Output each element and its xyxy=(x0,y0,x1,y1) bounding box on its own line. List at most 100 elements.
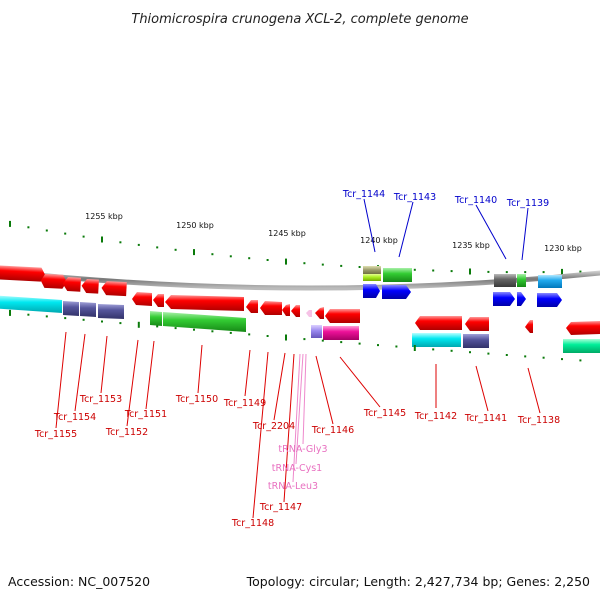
ruler-minor-dot xyxy=(45,229,48,232)
gene-block[interactable] xyxy=(311,325,322,338)
gene-block[interactable] xyxy=(517,274,526,287)
ruler-minor-dot xyxy=(229,255,232,258)
gene-block[interactable] xyxy=(163,312,246,332)
gene-block[interactable] xyxy=(494,274,516,287)
ruler-minor-dot xyxy=(64,232,67,235)
ruler-minor-dot xyxy=(340,341,343,344)
trna-label-cys1[interactable]: tRNA-Cys1 xyxy=(272,463,322,474)
ruler-major-tick xyxy=(137,321,140,328)
gene-label-tcr-1149[interactable]: Tcr_1149 xyxy=(223,398,266,409)
gene-arrow[interactable] xyxy=(81,279,99,294)
gene-label-tcr-1151[interactable]: Tcr_1151 xyxy=(124,409,167,420)
gene-block[interactable] xyxy=(463,334,489,348)
ruler-minor-dot xyxy=(27,226,30,229)
gene-block[interactable] xyxy=(363,266,381,274)
ruler-minor-dot xyxy=(377,344,379,347)
trna-label-leu3[interactable]: tRNA-Leu3 xyxy=(268,481,318,492)
gene-arrow[interactable] xyxy=(0,265,46,282)
ruler-minor-dot xyxy=(211,330,214,333)
ruler-major-tick xyxy=(193,249,195,256)
gene-block[interactable] xyxy=(98,304,124,319)
gene-arrow[interactable] xyxy=(165,295,244,311)
bottom-leaders xyxy=(55,331,541,519)
ruler-label-1250: 1250 kbp xyxy=(176,221,214,230)
ruler-minor-dot xyxy=(229,331,232,334)
gene-arrow[interactable] xyxy=(62,277,82,292)
ruler-major-tick xyxy=(469,268,471,275)
gene-label-tcr-1148[interactable]: Tcr_1148 xyxy=(231,518,274,529)
ruler-labels: 1255 kbp 1250 kbp 1245 kbp 1240 kbp 1235… xyxy=(85,212,582,253)
map-title: Thiomicrospira crunogena XCL-2, complete… xyxy=(131,12,468,27)
gene-label-tcr-1155[interactable]: Tcr_1155 xyxy=(34,429,77,440)
ruler-minor-dot xyxy=(266,259,269,261)
gene-arrow[interactable] xyxy=(101,281,127,297)
gene-label-tcr-2204[interactable]: Tcr_2204 xyxy=(252,421,295,432)
gene-block[interactable] xyxy=(0,295,62,313)
gene-arrow[interactable] xyxy=(465,317,489,331)
trna-marker[interactable] xyxy=(306,310,312,317)
gene-block[interactable] xyxy=(538,275,562,288)
gene-label-tcr-1153[interactable]: Tcr_1153 xyxy=(79,394,122,405)
ruler-major-tick xyxy=(413,345,416,351)
gene-arrow[interactable] xyxy=(260,301,282,315)
ruler-minor-dot xyxy=(395,345,398,348)
ruler-minor-dot xyxy=(469,351,471,354)
ruler-minor-dot xyxy=(211,253,214,256)
ruler-minor-dot xyxy=(358,266,361,268)
gene-label-tcr-1139[interactable]: Tcr_1139 xyxy=(506,198,549,209)
gene-arrow[interactable] xyxy=(566,321,600,335)
gene-arrow[interactable] xyxy=(246,300,258,313)
trna-leaders xyxy=(292,353,307,483)
gene-block[interactable] xyxy=(412,333,461,347)
gene-arrow[interactable] xyxy=(382,285,411,299)
gene-label-tcr-1142[interactable]: Tcr_1142 xyxy=(414,411,457,422)
ruler-minor-dot xyxy=(137,243,140,246)
ruler-minor-dot xyxy=(321,339,324,342)
ruler-minor-dot xyxy=(266,335,269,337)
ruler-minor-dot xyxy=(561,358,563,361)
gene-label-tcr-1147[interactable]: Tcr_1147 xyxy=(259,502,302,513)
gene-arrow[interactable] xyxy=(315,307,324,319)
accession-text: Accession: NC_007520 xyxy=(8,574,150,589)
ruler-minor-dot xyxy=(82,235,85,238)
ruler-minor-dot xyxy=(579,270,582,273)
gene-block[interactable] xyxy=(363,274,381,281)
gene-label-tcr-1150[interactable]: Tcr_1150 xyxy=(175,394,218,405)
ruler-major-tick xyxy=(285,334,287,341)
gene-block[interactable] xyxy=(63,301,79,316)
gene-block[interactable] xyxy=(383,268,412,282)
gene-block[interactable] xyxy=(563,339,600,353)
gene-label-tcr-1152[interactable]: Tcr_1152 xyxy=(105,427,148,438)
gene-block[interactable] xyxy=(150,311,162,326)
gene-arrow[interactable] xyxy=(525,320,533,333)
gene-arrow[interactable] xyxy=(325,309,360,323)
gene-arrow[interactable] xyxy=(40,273,67,289)
gene-block[interactable] xyxy=(323,326,359,340)
reverse-genes xyxy=(0,295,600,353)
gene-arrow[interactable] xyxy=(282,304,290,316)
gene-label-tcr-1144[interactable]: Tcr_1144 xyxy=(342,189,385,200)
ruler-minor-dot xyxy=(505,354,508,356)
gene-label-tcr-1146[interactable]: Tcr_1146 xyxy=(311,425,354,436)
gene-arrow[interactable] xyxy=(415,316,462,330)
gene-label-tcr-1138[interactable]: Tcr_1138 xyxy=(517,415,560,426)
ruler-label-1255: 1255 kbp xyxy=(85,212,123,221)
ruler-minor-dot xyxy=(413,268,416,271)
gene-arrow[interactable] xyxy=(132,292,152,306)
ruler-minor-dot xyxy=(487,270,490,273)
gene-label-tcr-1145[interactable]: Tcr_1145 xyxy=(363,408,406,419)
gene-arrow[interactable] xyxy=(537,293,562,307)
gene-arrow[interactable] xyxy=(363,284,380,298)
gene-arrow[interactable] xyxy=(517,292,526,306)
gene-label-tcr-1141[interactable]: Tcr_1141 xyxy=(464,413,507,424)
gene-arrow[interactable] xyxy=(291,305,300,317)
gene-block[interactable] xyxy=(80,302,96,317)
gene-arrow[interactable] xyxy=(153,294,164,307)
trna-label-gly3[interactable]: tRNA-Gly3 xyxy=(278,444,327,455)
ruler-minor-dot xyxy=(174,248,177,251)
gene-label-tcr-1143[interactable]: Tcr_1143 xyxy=(393,192,436,203)
gene-label-tcr-1140[interactable]: Tcr_1140 xyxy=(454,195,497,206)
ruler-label-1230: 1230 kbp xyxy=(544,244,582,253)
gene-label-tcr-1154[interactable]: Tcr_1154 xyxy=(53,412,96,423)
gene-arrow[interactable] xyxy=(493,292,515,306)
